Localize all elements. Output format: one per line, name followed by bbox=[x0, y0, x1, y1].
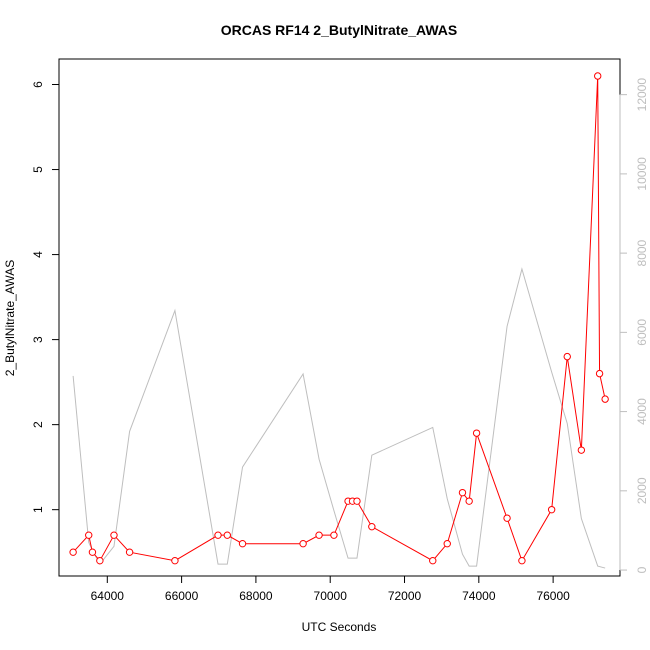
primary-series-point bbox=[171, 556, 179, 565]
primary-series-point bbox=[353, 497, 361, 505]
secondary-series-layer bbox=[72, 267, 606, 569]
primary-series-point bbox=[368, 522, 376, 531]
primary-series-point bbox=[429, 556, 437, 565]
primary-series-point bbox=[472, 429, 481, 437]
y-tick-label: 2 bbox=[31, 421, 45, 428]
primary-series-point bbox=[214, 531, 222, 539]
y-right-tick-label: 4000 bbox=[635, 398, 649, 425]
primary-series-point bbox=[330, 531, 338, 539]
x-tick-label: 76000 bbox=[536, 589, 570, 603]
primary-series-point bbox=[110, 531, 118, 539]
y-tick-label: 3 bbox=[31, 336, 45, 343]
y-axis-left: 1 2 3 4 5 6 bbox=[31, 81, 60, 513]
primary-series-point bbox=[518, 556, 526, 565]
y-tick-label: 5 bbox=[31, 166, 45, 173]
primary-series-point bbox=[69, 548, 77, 556]
primary-series-line bbox=[72, 75, 606, 562]
primary-series-point bbox=[315, 531, 323, 539]
primary-series-point bbox=[299, 539, 307, 548]
y-right-tick-label: 6000 bbox=[635, 319, 649, 346]
y-right-tick-label: 10000 bbox=[635, 157, 649, 191]
primary-series-point bbox=[96, 556, 104, 565]
y-tick-label: 1 bbox=[31, 506, 45, 513]
y-right-tick-label: 12000 bbox=[635, 78, 649, 112]
primary-series-point bbox=[458, 488, 467, 497]
primary-series-point bbox=[503, 514, 511, 522]
primary-series-point bbox=[443, 539, 451, 548]
primary-series-point bbox=[563, 352, 571, 361]
primary-series-point bbox=[601, 395, 609, 403]
primary-series-point bbox=[88, 548, 97, 556]
y-right-tick-label: 8000 bbox=[635, 239, 649, 266]
primary-series-point bbox=[577, 446, 586, 454]
primary-series-point bbox=[465, 497, 473, 505]
secondary-series-line bbox=[72, 267, 606, 569]
x-tick-label: 72000 bbox=[388, 589, 422, 603]
primary-series-point bbox=[594, 72, 602, 80]
y-right-tick-label: 2000 bbox=[635, 477, 649, 504]
y-axis-label: 2_ButylNitrate_AWAS bbox=[3, 260, 17, 377]
y-right-tick-label: 0 bbox=[635, 566, 649, 573]
chart-title: ORCAS RF14 2_ButylNitrate_AWAS bbox=[221, 22, 458, 38]
primary-series-layer bbox=[69, 72, 609, 565]
y-axis-right: 0 2000 4000 6000 8000 10000 12000 bbox=[619, 78, 649, 573]
primary-series-point bbox=[238, 539, 247, 548]
x-tick-label: 74000 bbox=[462, 589, 496, 603]
primary-series-point bbox=[547, 505, 556, 514]
y-tick-label: 4 bbox=[31, 251, 45, 258]
x-axis-label: UTC Seconds bbox=[302, 620, 377, 634]
x-tick-label: 68000 bbox=[239, 589, 273, 603]
x-axis: 64000 66000 68000 70000 72000 74000 76000 bbox=[91, 575, 570, 603]
x-tick-label: 70000 bbox=[314, 589, 348, 603]
x-tick-label: 64000 bbox=[91, 589, 125, 603]
primary-series-point bbox=[223, 531, 232, 539]
primary-series-point bbox=[85, 531, 93, 539]
primary-series-point bbox=[595, 369, 604, 378]
x-tick-label: 66000 bbox=[165, 589, 199, 603]
primary-series-point bbox=[125, 548, 134, 556]
y-tick-label: 6 bbox=[31, 81, 45, 88]
